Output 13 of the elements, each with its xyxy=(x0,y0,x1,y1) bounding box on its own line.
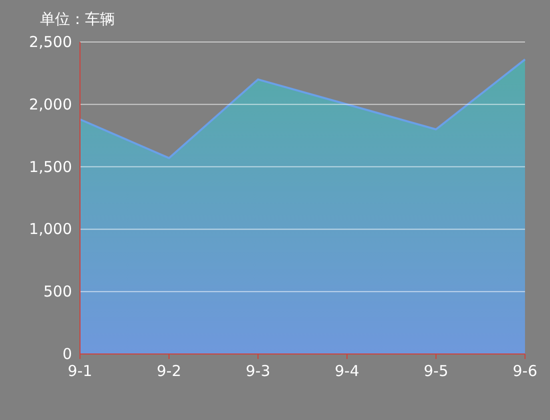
y-tick-label: 1,000 xyxy=(29,220,72,238)
x-tick-label: 9-5 xyxy=(424,362,448,380)
y-tick-label: 1,500 xyxy=(29,158,72,176)
y-tick-label: 0 xyxy=(62,345,72,363)
y-tick-label: 500 xyxy=(43,282,72,301)
y-axis-title: 单位：车辆 xyxy=(40,10,115,28)
x-tick-label: 9-6 xyxy=(512,362,538,380)
x-tick-label: 9-4 xyxy=(334,362,360,380)
x-tick-label: 9-3 xyxy=(246,362,270,380)
y-tick-label: 2,000 xyxy=(29,95,72,114)
x-tick-label: 9-2 xyxy=(156,362,182,380)
x-tick-label: 9-1 xyxy=(68,362,92,380)
y-tick-label: 2,500 xyxy=(29,33,72,51)
